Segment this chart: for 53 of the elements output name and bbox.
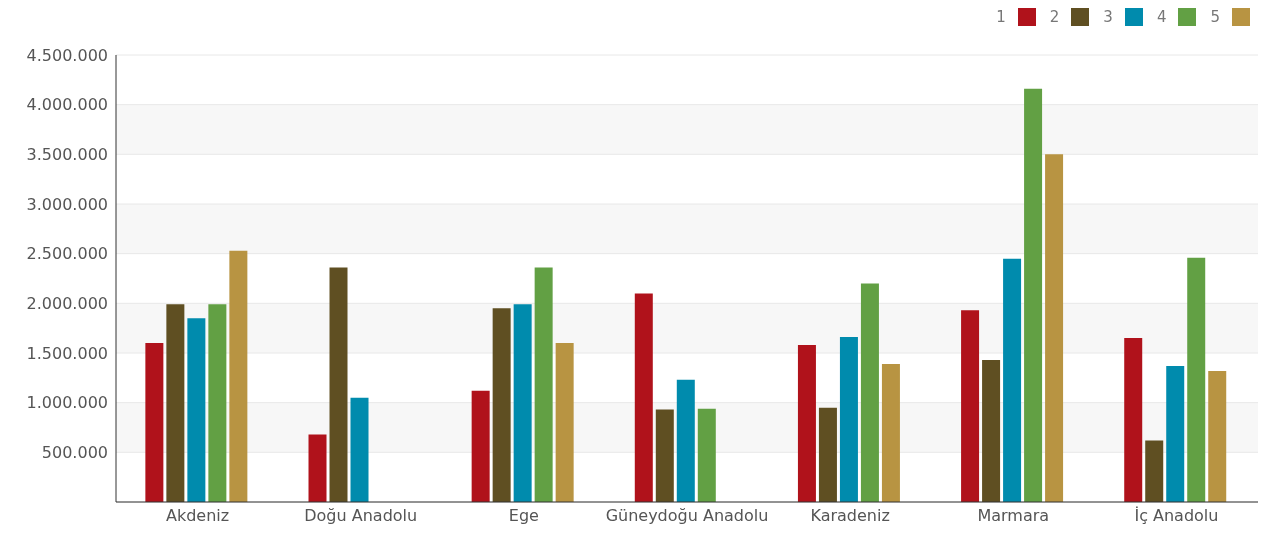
legend-label: 1 [996,8,1006,26]
y-tick-label: 1.500.000 [26,343,108,363]
bar [471,390,490,502]
bar [1208,370,1227,502]
bar [145,343,164,502]
legend-label: 4 [1156,8,1167,26]
bar [1045,154,1064,502]
bar [350,397,369,502]
x-tick-label: Doğu Anadolu [304,506,418,526]
bar [697,408,716,502]
bar [1003,258,1022,502]
legend-label: 5 [1210,8,1220,26]
y-tick-label: 2.000.000 [26,294,108,314]
y-tick-label: 4.000.000 [26,95,108,115]
bar [676,379,695,502]
bar [860,283,879,502]
x-tick-label: İç Anadolu [1134,506,1219,526]
x-tick-label: Karadeniz [810,506,890,526]
bar [961,310,980,502]
bar [797,345,816,502]
bar [1024,88,1043,502]
legend-label: 2 [1049,8,1060,26]
legend-label: 3 [1103,8,1113,26]
x-tick-label: Ege [508,506,539,526]
bar [513,304,532,502]
bar [818,407,837,502]
bar [208,304,227,502]
x-tick-label: Marmara [977,506,1050,526]
x-tick-label: Akdeniz [165,506,230,526]
bar [634,293,653,502]
bar [1145,440,1164,502]
bar [229,250,248,502]
bar [166,304,185,502]
y-tick-label: 3.500.000 [26,145,108,165]
bar [534,267,553,502]
bar [982,359,1001,502]
y-tick-label: 1.000.000 [26,393,108,413]
bar [492,308,511,502]
y-tick-label: 500.000 [41,443,108,463]
bar [1166,365,1185,502]
y-tick-label: 2.500.000 [26,244,108,264]
y-tick-label: 4.500.000 [26,45,108,65]
bar [308,434,327,502]
bar [881,363,900,502]
bar [1124,338,1143,502]
bar [329,267,348,502]
bar [187,318,206,502]
y-tick-label: 3.000.000 [26,194,108,214]
bar [655,409,674,502]
bar [839,337,858,502]
bar [1187,257,1206,502]
x-tick-label: Güneydoğu Anadolu [605,506,769,526]
bar [555,343,574,502]
